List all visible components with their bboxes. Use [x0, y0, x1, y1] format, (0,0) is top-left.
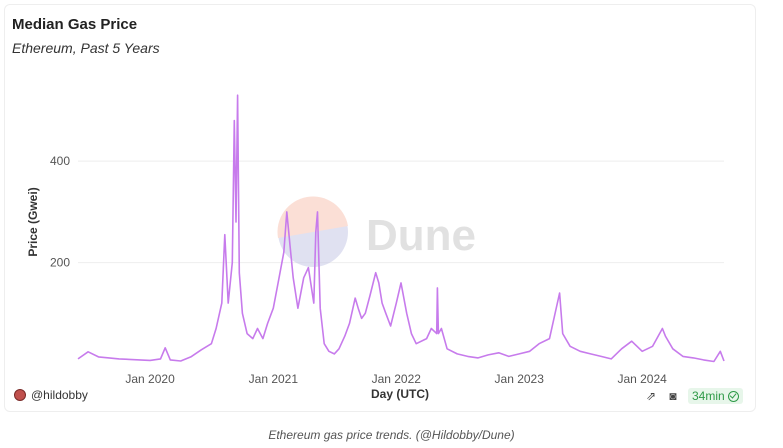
x-tick-label: Jan 2023: [495, 372, 545, 386]
refresh-badge[interactable]: 34min: [688, 388, 743, 404]
x-tick-label: Jan 2021: [249, 372, 299, 386]
y-axis-ticks: 200 400: [50, 154, 70, 269]
author-name: @hildobby: [31, 388, 88, 402]
y-axis-label: Price (Gwei): [26, 187, 40, 256]
refresh-time: 34min: [692, 389, 725, 403]
series-line: [77, 94, 725, 363]
chart-actions: ⇗ ◙ 34min: [644, 388, 743, 404]
watermark-text: Dune: [366, 211, 476, 260]
avatar: [14, 389, 26, 401]
grid-lines: [78, 160, 724, 264]
image-caption: Ethereum gas price trends. (@Hildobby/Du…: [268, 428, 515, 442]
author-link[interactable]: @hildobby: [14, 388, 88, 402]
chart-title: Median Gas Price: [12, 16, 138, 33]
share-icon[interactable]: ⇗: [645, 389, 657, 403]
chart-subtitle: Ethereum, Past 5 Years: [12, 40, 160, 56]
chart-card: [4, 4, 756, 412]
y-tick-label: 400: [50, 154, 70, 168]
x-axis-ticks: Jan 2020 Jan 2021 Jan 2022 Jan 2023 Jan 2024: [125, 372, 667, 386]
x-tick-label: Jan 2024: [617, 372, 667, 386]
dune-watermark: Dune: [277, 196, 476, 267]
x-tick-label: Jan 2022: [372, 372, 422, 386]
camera-icon[interactable]: ◙: [669, 389, 677, 403]
watermark-logo-top: [277, 196, 348, 238]
y-tick-label: 200: [50, 256, 70, 270]
x-tick-label: Jan 2020: [125, 372, 175, 386]
check-circle-icon: [727, 390, 739, 402]
x-axis-label: Day (UTC): [371, 387, 429, 401]
